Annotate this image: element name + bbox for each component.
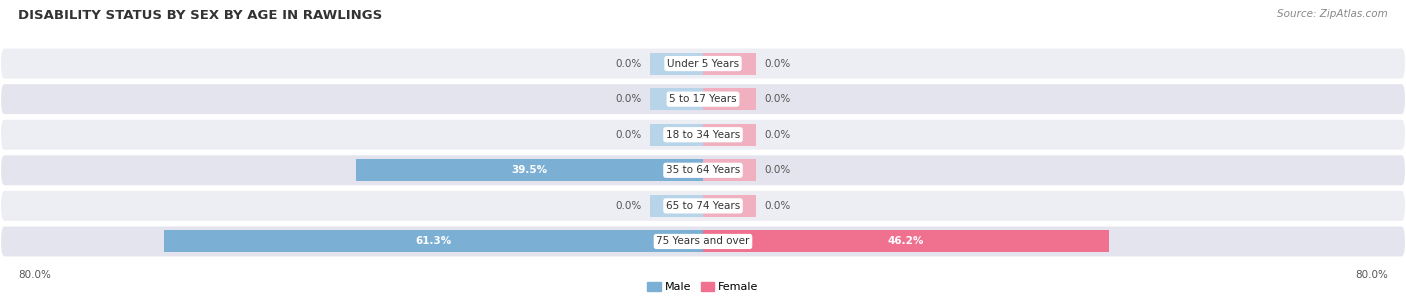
Text: 0.0%: 0.0% xyxy=(765,130,790,140)
Bar xyxy=(703,159,756,181)
Bar xyxy=(650,195,703,217)
Text: 0.0%: 0.0% xyxy=(765,59,790,69)
FancyBboxPatch shape xyxy=(0,119,1406,151)
Text: 46.2%: 46.2% xyxy=(887,236,924,246)
Text: Source: ZipAtlas.com: Source: ZipAtlas.com xyxy=(1277,9,1388,19)
Legend: Male, Female: Male, Female xyxy=(643,277,763,296)
Text: 61.3%: 61.3% xyxy=(416,236,451,246)
Text: 0.0%: 0.0% xyxy=(616,201,641,211)
Bar xyxy=(703,231,1109,253)
FancyBboxPatch shape xyxy=(0,154,1406,186)
Bar xyxy=(356,159,703,181)
Text: 35 to 64 Years: 35 to 64 Years xyxy=(666,165,740,175)
Text: 0.0%: 0.0% xyxy=(765,165,790,175)
Text: 0.0%: 0.0% xyxy=(765,94,790,104)
Text: 80.0%: 80.0% xyxy=(18,270,51,279)
Text: 18 to 34 Years: 18 to 34 Years xyxy=(666,130,740,140)
Text: 0.0%: 0.0% xyxy=(616,94,641,104)
Text: 75 Years and over: 75 Years and over xyxy=(657,236,749,246)
Text: 0.0%: 0.0% xyxy=(616,59,641,69)
Text: Under 5 Years: Under 5 Years xyxy=(666,59,740,69)
FancyBboxPatch shape xyxy=(0,48,1406,80)
FancyBboxPatch shape xyxy=(0,83,1406,115)
Bar xyxy=(650,52,703,75)
Bar xyxy=(703,195,756,217)
Text: DISABILITY STATUS BY SEX BY AGE IN RAWLINGS: DISABILITY STATUS BY SEX BY AGE IN RAWLI… xyxy=(18,9,382,22)
Text: 0.0%: 0.0% xyxy=(616,130,641,140)
Text: 0.0%: 0.0% xyxy=(765,201,790,211)
Text: 39.5%: 39.5% xyxy=(512,165,547,175)
Bar xyxy=(650,124,703,146)
Bar xyxy=(165,231,703,253)
Text: 5 to 17 Years: 5 to 17 Years xyxy=(669,94,737,104)
Text: 80.0%: 80.0% xyxy=(1355,270,1388,279)
Bar xyxy=(703,52,756,75)
FancyBboxPatch shape xyxy=(0,190,1406,222)
FancyBboxPatch shape xyxy=(0,225,1406,257)
Text: 65 to 74 Years: 65 to 74 Years xyxy=(666,201,740,211)
Bar xyxy=(650,88,703,110)
Bar xyxy=(703,124,756,146)
Bar xyxy=(703,88,756,110)
